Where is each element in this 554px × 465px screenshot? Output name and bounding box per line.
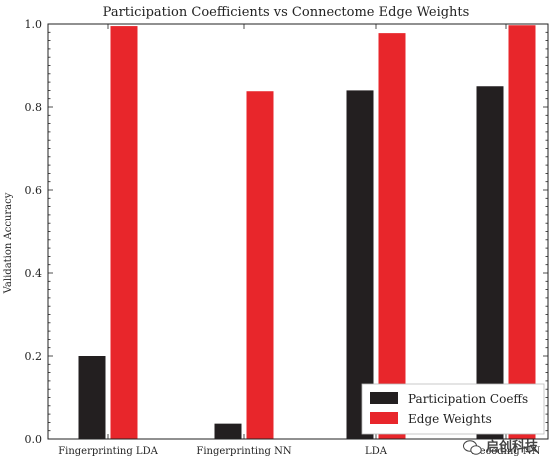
x-tick-label: Fingerprinting LDA — [58, 446, 158, 457]
bar — [378, 33, 406, 439]
y-tick-label: 0.2 — [25, 350, 43, 363]
y-tick-label: 0.6 — [25, 184, 43, 197]
bar — [246, 91, 274, 439]
watermark-text: 启创科技 — [486, 439, 539, 455]
legend-label: Participation Coeffs — [408, 392, 528, 406]
watermark: 启创科技 — [463, 439, 539, 455]
x-tick-label: Fingerprinting NN — [196, 446, 291, 457]
wechat-icon-bubble — [470, 445, 482, 455]
chart-title: Participation Coefficients vs Connectome… — [103, 5, 470, 20]
bar — [508, 25, 536, 440]
legend-swatch — [370, 412, 398, 424]
y-tick-label: 0.8 — [25, 101, 43, 114]
bar — [476, 86, 504, 439]
y-tick-label: 0.4 — [25, 267, 43, 280]
y-tick-label: 1.0 — [25, 18, 43, 31]
legend: Participation Coeffs Edge Weights — [361, 383, 545, 435]
bar — [110, 26, 138, 439]
legend-label: Edge Weights — [408, 412, 492, 426]
bar — [346, 90, 374, 440]
y-axis-label: Validation Accuracy — [3, 192, 14, 294]
y-tick-label: 0.0 — [25, 433, 43, 446]
bar — [214, 423, 242, 439]
bar — [78, 356, 106, 439]
x-tick-label: Decoding NN — [472, 446, 541, 457]
bars-layer — [78, 25, 536, 440]
axes-layer: 0.0 0.2 0.4 0.6 0.8 1.0 Fingerprinting LDA Fing… — [25, 18, 549, 457]
x-tick-label: LDA — [365, 446, 388, 457]
legend-swatch — [370, 392, 398, 404]
